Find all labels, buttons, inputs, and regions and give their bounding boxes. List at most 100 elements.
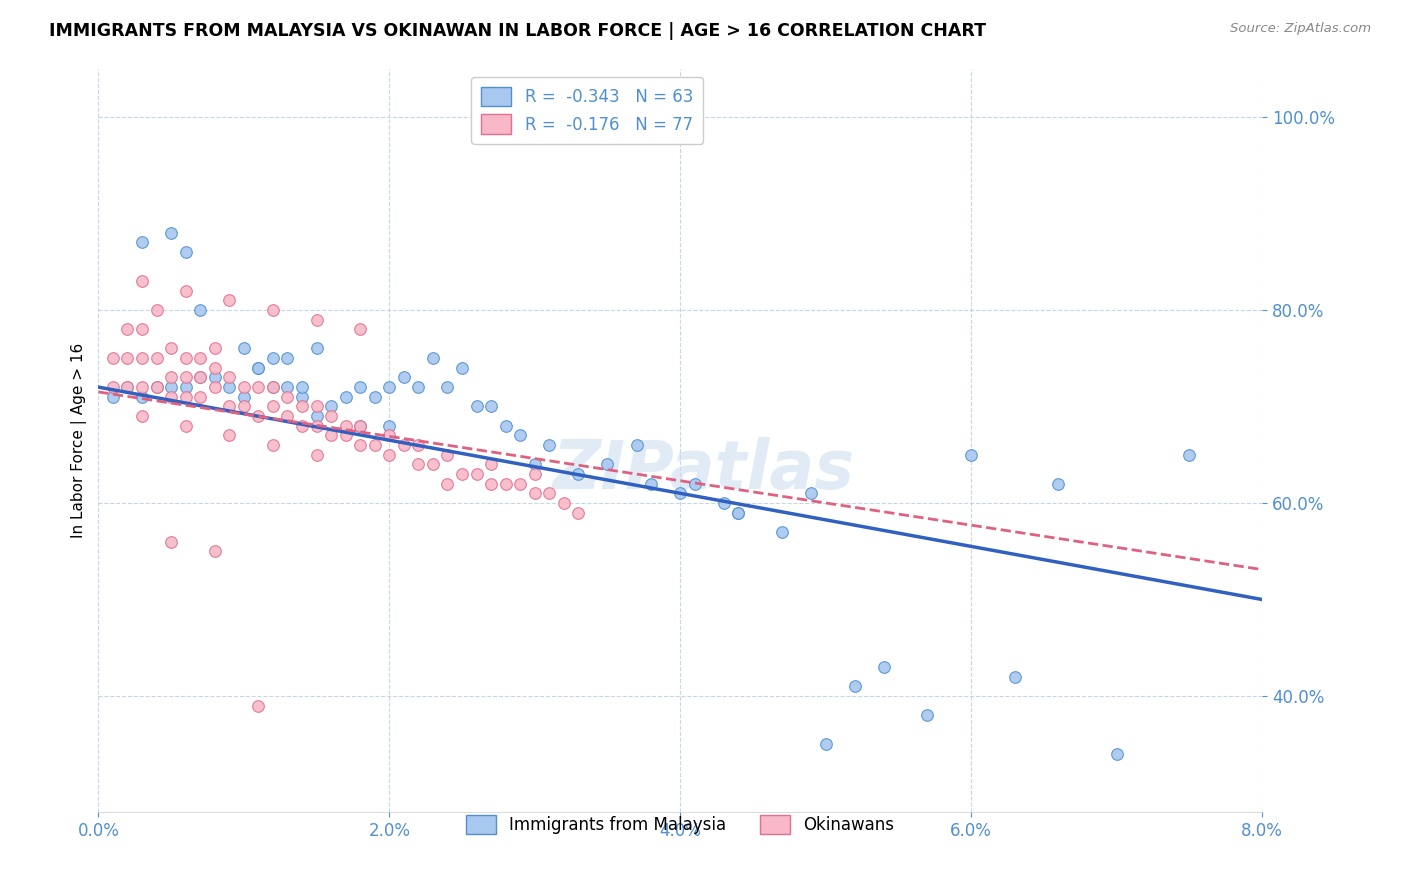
Point <box>495 418 517 433</box>
Point <box>567 467 589 481</box>
Point <box>349 418 371 433</box>
Point <box>160 534 183 549</box>
Point <box>247 360 270 375</box>
Point <box>160 226 183 240</box>
Point <box>232 390 254 404</box>
Point <box>131 380 153 394</box>
Point <box>465 400 488 414</box>
Point <box>174 418 197 433</box>
Point <box>378 428 401 442</box>
Point <box>378 418 401 433</box>
Point <box>436 448 458 462</box>
Point <box>262 380 284 394</box>
Point <box>276 351 298 366</box>
Point <box>160 380 183 394</box>
Point <box>451 360 474 375</box>
Point <box>553 496 575 510</box>
Point <box>174 284 197 298</box>
Point <box>1178 448 1201 462</box>
Point <box>218 293 240 308</box>
Point <box>204 380 226 394</box>
Point <box>305 342 328 356</box>
Point <box>479 400 502 414</box>
Point <box>247 698 270 713</box>
Point <box>349 438 371 452</box>
Point <box>917 708 939 723</box>
Point <box>349 418 371 433</box>
Point <box>131 390 153 404</box>
Point <box>538 438 561 452</box>
Point <box>713 496 735 510</box>
Point <box>319 409 342 423</box>
Point <box>262 302 284 317</box>
Point <box>291 418 314 433</box>
Point <box>479 458 502 472</box>
Point <box>523 458 546 472</box>
Point <box>276 380 298 394</box>
Point <box>117 351 139 366</box>
Point <box>683 476 706 491</box>
Point <box>305 312 328 326</box>
Point <box>364 438 387 452</box>
Point <box>117 380 139 394</box>
Point <box>218 428 240 442</box>
Point <box>188 302 211 317</box>
Point <box>131 409 153 423</box>
Point <box>218 370 240 384</box>
Point <box>626 438 648 452</box>
Point <box>276 409 298 423</box>
Point <box>305 400 328 414</box>
Point <box>160 370 183 384</box>
Point <box>335 390 357 404</box>
Text: IMMIGRANTS FROM MALAYSIA VS OKINAWAN IN LABOR FORCE | AGE > 16 CORRELATION CHART: IMMIGRANTS FROM MALAYSIA VS OKINAWAN IN … <box>49 22 986 40</box>
Point <box>101 380 124 394</box>
Point <box>1047 476 1070 491</box>
Point <box>523 467 546 481</box>
Point <box>291 400 314 414</box>
Point <box>596 458 619 472</box>
Point <box>378 448 401 462</box>
Point <box>174 380 197 394</box>
Point <box>436 476 458 491</box>
Point <box>145 351 167 366</box>
Point <box>117 322 139 336</box>
Legend: Immigrants from Malaysia, Okinawans: Immigrants from Malaysia, Okinawans <box>456 805 904 845</box>
Point <box>262 400 284 414</box>
Point <box>436 380 458 394</box>
Point <box>640 476 662 491</box>
Point <box>247 360 270 375</box>
Point <box>131 322 153 336</box>
Point <box>727 506 749 520</box>
Text: ZIPatlas: ZIPatlas <box>553 437 855 503</box>
Point <box>218 380 240 394</box>
Point <box>145 380 167 394</box>
Point <box>800 486 823 500</box>
Point <box>218 400 240 414</box>
Point <box>204 342 226 356</box>
Point <box>509 428 531 442</box>
Text: Source: ZipAtlas.com: Source: ZipAtlas.com <box>1230 22 1371 36</box>
Point <box>378 380 401 394</box>
Point <box>204 360 226 375</box>
Point <box>422 458 444 472</box>
Y-axis label: In Labor Force | Age > 16: In Labor Force | Age > 16 <box>72 343 87 538</box>
Point <box>160 342 183 356</box>
Point <box>262 438 284 452</box>
Point <box>188 390 211 404</box>
Point <box>1105 747 1128 761</box>
Point <box>188 351 211 366</box>
Point <box>291 390 314 404</box>
Point <box>349 322 371 336</box>
Point <box>465 467 488 481</box>
Point <box>844 679 866 693</box>
Point <box>523 486 546 500</box>
Point <box>232 400 254 414</box>
Point <box>479 476 502 491</box>
Point <box>335 428 357 442</box>
Point <box>408 438 430 452</box>
Point <box>538 486 561 500</box>
Point <box>305 418 328 433</box>
Point <box>276 390 298 404</box>
Point <box>495 476 517 491</box>
Point <box>335 418 357 433</box>
